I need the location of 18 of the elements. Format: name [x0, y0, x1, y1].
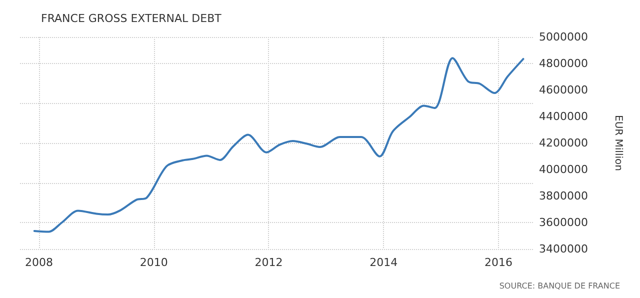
y-tick-label: 3800000: [539, 190, 588, 202]
y-tick-label: 4600000: [539, 84, 588, 96]
y-tick-label: 4000000: [539, 163, 588, 176]
y-tick-label: 3400000: [539, 242, 588, 256]
y-tick-label: 4400000: [539, 110, 588, 123]
x-tick-label: 2010: [140, 256, 168, 269]
y-tick-label: 3600000: [539, 216, 588, 229]
x-tick-label: 2014: [370, 256, 398, 269]
source-note: SOURCE: BANQUE DE FRANCE: [499, 282, 620, 290]
y-tick-label: 4200000: [539, 136, 588, 150]
y-tick-label: 5000000: [539, 30, 588, 44]
y-tick-label: 4800000: [539, 57, 588, 70]
x-tick-label: 2012: [254, 256, 283, 269]
line-series: [33, 57, 524, 233]
x-tick-label: 2008: [24, 256, 53, 269]
x-tick-label: 2016: [484, 256, 513, 269]
chart-title: FRANCE GROSS EXTERNAL DEBT: [41, 12, 222, 25]
y-axis-title: EUR Million: [612, 115, 624, 171]
